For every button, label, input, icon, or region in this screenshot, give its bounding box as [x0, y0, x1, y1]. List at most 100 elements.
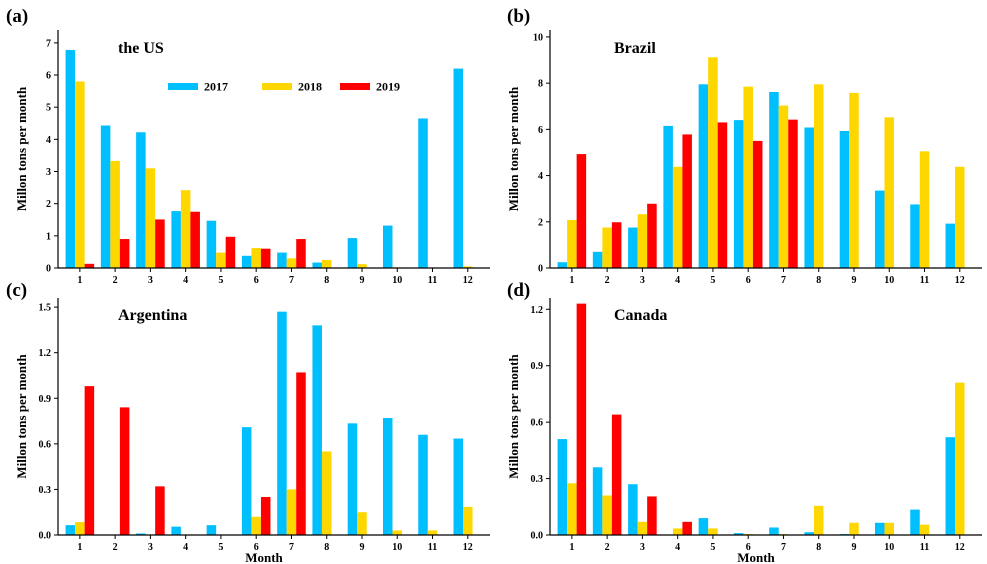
panel-tag: (a)	[6, 6, 28, 27]
bar-2017-month-12	[453, 68, 464, 268]
y-tick-label: 1.2	[39, 348, 52, 359]
x-tick-label: 3	[148, 275, 153, 286]
x-tick-label: 5	[218, 542, 223, 553]
bar-2017-month-1	[557, 262, 568, 268]
bar-2018-month-10	[884, 522, 895, 535]
bar-2017-month-8	[804, 127, 814, 268]
panel-title: Brazil	[614, 40, 656, 57]
x-tick-label: 7	[289, 542, 294, 553]
bar-2017-month-8	[312, 262, 322, 268]
y-tick-label: 4	[46, 135, 51, 146]
bar-2018-month-11	[919, 151, 930, 268]
bar-2017-month-10	[874, 522, 885, 535]
x-tick-label: 9	[851, 275, 856, 286]
bar-2019-month-6	[752, 140, 763, 268]
bar-2017-month-6	[733, 120, 744, 269]
bar-2018-month-9	[357, 264, 367, 268]
bar-2017-month-7	[769, 527, 779, 535]
y-tick-label: 0.9	[531, 361, 544, 372]
bar-2019-month-1	[84, 263, 95, 268]
x-tick-label: 2	[605, 275, 610, 286]
bar-2019-month-3	[647, 203, 657, 268]
x-tick-label: 6	[254, 542, 259, 553]
bar-2017-month-8	[804, 532, 814, 535]
x-tick-label: 12	[955, 275, 965, 286]
bar-2018-month-7	[778, 105, 789, 268]
bar-2017-month-4	[171, 526, 181, 535]
x-tick-label: 9	[359, 542, 364, 553]
bar-2017-month-11	[418, 118, 428, 268]
bar-2017-month-2	[592, 251, 603, 268]
y-axis-label: Millon tons per month	[506, 354, 521, 479]
bar-2018-month-7	[286, 489, 297, 535]
bar-2017-month-6	[241, 427, 252, 535]
bar-2019-month-2	[611, 414, 622, 535]
x-tick-label: 4	[675, 542, 680, 553]
bar-2018-month-9	[849, 92, 859, 268]
x-tick-label: 10	[392, 542, 402, 553]
bar-2017-month-3	[136, 533, 146, 535]
x-tick-label: 6	[254, 275, 259, 286]
panel-title: Canada	[614, 307, 667, 324]
bar-2017-month-3	[136, 132, 146, 268]
legend: 2017 2018 2019	[168, 80, 400, 94]
y-tick-label: 1	[46, 231, 51, 242]
panel-title: the US	[118, 40, 164, 57]
bar-2018-month-10	[884, 117, 895, 268]
bar-2019-month-1	[84, 386, 95, 535]
bar-2018-month-4	[672, 166, 683, 268]
bar-2018-month-10	[392, 530, 403, 535]
bar-2019-month-3	[647, 496, 657, 535]
x-tick-label: 3	[148, 542, 153, 553]
legend-label-2019: 2019	[376, 80, 400, 94]
legend-swatch-2019	[340, 83, 370, 90]
y-tick-label: 0.0	[531, 531, 544, 542]
x-tick-label: 9	[851, 542, 856, 553]
bar-2018-month-2	[602, 227, 612, 268]
x-axis-label: Month	[737, 550, 775, 564]
bar-2019-month-7	[296, 239, 306, 268]
bar-2018-month-5	[216, 252, 226, 268]
x-tick-label: 5	[710, 542, 715, 553]
x-tick-label: 4	[183, 275, 188, 286]
bar-2019-month-1	[576, 154, 587, 268]
bar-2018-month-9	[849, 522, 859, 535]
x-tick-label: 11	[920, 542, 929, 553]
bar-2018-month-1	[75, 81, 85, 269]
bar-2017-month-5	[698, 518, 709, 535]
y-tick-label: 0.6	[531, 418, 544, 429]
x-tick-label: 10	[884, 542, 894, 553]
x-tick-label: 3	[640, 542, 645, 553]
x-tick-label: 4	[675, 275, 680, 286]
x-tick-label: 5	[710, 275, 715, 286]
panel-tag: (b)	[507, 6, 530, 27]
bar-2017-month-12	[945, 437, 956, 535]
x-tick-label: 3	[640, 275, 645, 286]
bar-2018-month-1	[567, 219, 577, 268]
bar-2019-month-4	[190, 211, 200, 268]
legend-label-2018: 2018	[298, 80, 322, 94]
panel-tag: (c)	[6, 280, 27, 301]
panel-tag: (d)	[507, 280, 530, 301]
bar-2019-month-1	[576, 303, 587, 535]
x-tick-label: 1	[77, 542, 82, 553]
x-tick-label: 12	[463, 542, 473, 553]
y-axis-label: Millon tons per month	[14, 354, 29, 479]
x-tick-label: 7	[289, 275, 294, 286]
bar-2017-month-12	[945, 223, 956, 268]
bar-2018-month-7	[286, 258, 297, 268]
y-tick-label: 6	[538, 125, 543, 136]
y-tick-label: 6	[46, 71, 51, 82]
x-tick-label: 6	[746, 542, 751, 553]
bar-2019-month-3	[155, 219, 165, 268]
bar-2017-month-6	[733, 533, 744, 535]
bar-2017-month-9	[839, 130, 850, 268]
x-axis-label: Month	[245, 550, 283, 564]
y-tick-label: 7	[46, 38, 51, 49]
bar-2019-month-2	[119, 239, 130, 268]
bar-2017-month-11	[418, 434, 428, 535]
bar-2018-month-1	[567, 483, 577, 535]
bar-2017-month-9	[347, 238, 358, 268]
x-tick-label: 11	[428, 275, 437, 286]
x-tick-label: 12	[463, 275, 473, 286]
